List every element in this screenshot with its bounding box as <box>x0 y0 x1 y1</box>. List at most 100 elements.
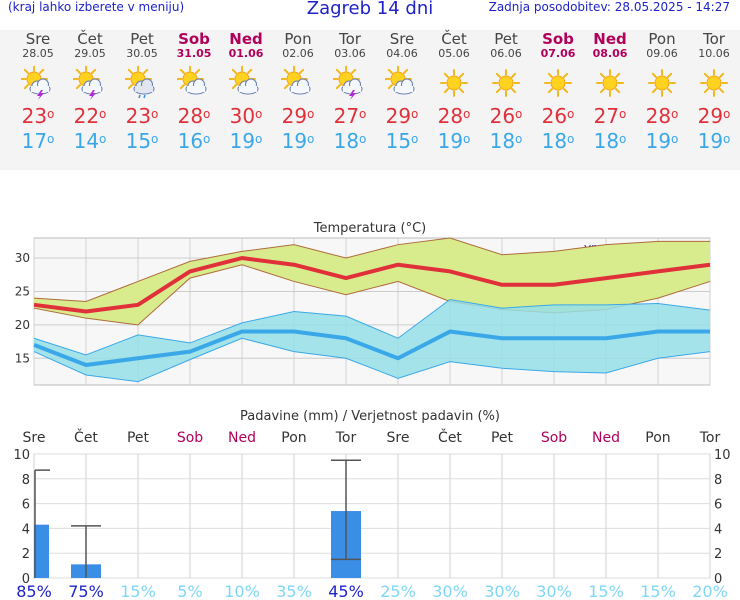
sun-cloud-icon <box>384 65 419 100</box>
precip-probability-label: 15% <box>588 582 624 600</box>
precip-plot-area <box>33 453 711 579</box>
precip-y-tick-right: 6 <box>714 498 722 513</box>
day-date: 03.06 <box>334 47 366 60</box>
day-name: Ned <box>229 30 263 48</box>
min-temperature: 19o <box>697 129 731 153</box>
max-temperature: 28o <box>437 104 471 128</box>
min-temperature: 15o <box>385 129 419 153</box>
day-name: Sre <box>389 30 415 48</box>
sun-icon <box>437 66 471 100</box>
sun-icon <box>489 66 523 100</box>
day-date: 04.06 <box>386 47 418 60</box>
precip-probability-label: 25% <box>380 582 416 600</box>
precip-day-label: Sob <box>177 430 203 446</box>
sun-cloud-thunder-icon <box>332 65 367 100</box>
day-column: Sre 28.05 23o 17o <box>12 30 64 154</box>
precip-day-label: Pon <box>281 430 306 446</box>
precip-probability-label: 5% <box>177 582 202 600</box>
precip-y-tick-right: 4 <box>714 522 722 537</box>
max-temperature: 23o <box>125 104 159 128</box>
day-date: 01.06 <box>228 47 264 60</box>
precip-y-tick-right: 2 <box>714 547 722 562</box>
temp-y-tick: 25 <box>15 284 30 298</box>
day-date: 10.06 <box>698 47 730 60</box>
min-temperature: 17o <box>21 129 55 153</box>
page-title: Zagreb 14 dni <box>306 0 434 19</box>
day-date: 05.06 <box>438 47 470 60</box>
max-temperature: 26o <box>489 104 523 128</box>
last-update-label: Zadnja posodobitev: 28.05.2025 - 14:27 <box>488 0 730 14</box>
sun-cloud-icon <box>280 65 315 100</box>
day-name: Tor <box>703 30 725 48</box>
precip-y-tick-left: 8 <box>22 473 30 488</box>
day-column: Pet 30.05 23o 15o <box>116 30 168 154</box>
min-temperature: 16o <box>177 129 211 153</box>
day-date: 06.06 <box>490 47 522 60</box>
precip-y-tick-left: 2 <box>22 547 30 562</box>
max-temperature-line <box>33 256 711 314</box>
min-temperature: 19o <box>229 129 263 153</box>
day-date: 28.05 <box>22 47 54 60</box>
max-temperature: 27o <box>593 104 627 128</box>
daily-forecast-strip: Sre 28.05 23o 17o Čet 29.05 22o 14o Pet 30.05 23o 1… <box>0 30 740 170</box>
day-date: 30.05 <box>126 47 158 60</box>
min-temperature: 19o <box>437 129 471 153</box>
temp-y-tick: 15 <box>15 351 30 365</box>
max-temperature-band <box>34 238 710 325</box>
precip-chart-title: Padavine (mm) / Verjetnost padavin (%) <box>240 409 500 424</box>
day-column: Pet 06.06 26o 18o <box>480 30 532 154</box>
precip-probability-label: 35% <box>276 582 312 600</box>
min-temperature: 15o <box>125 129 159 153</box>
precip-y-tick-left: 6 <box>22 498 30 513</box>
day-date: 07.06 <box>540 47 576 60</box>
precip-y-tick-right: 10 <box>714 448 731 463</box>
min-temperature: 18o <box>333 129 367 153</box>
precip-day-label: Tor <box>335 430 357 446</box>
day-column: Tor 03.06 27o 18o <box>324 30 376 154</box>
header-menu-hint[interactable]: (kraj lahko izberete v meniju) <box>8 0 185 14</box>
min-band-lower-edge <box>33 337 711 383</box>
day-name: Ned <box>593 30 627 48</box>
day-name: Pon <box>284 30 312 48</box>
precip-y-tick-left: 4 <box>22 522 30 537</box>
max-temperature: 29o <box>697 104 731 128</box>
precip-y-tick-right: 8 <box>714 473 722 488</box>
sun-icon <box>593 66 627 100</box>
day-name: Pon <box>648 30 676 48</box>
precip-y-tick-left: 10 <box>13 448 30 463</box>
sun-cloud-rain-icon <box>124 65 159 100</box>
max-band-upper-edge <box>33 237 710 302</box>
precip-probability-label: 30% <box>432 582 468 600</box>
sun-cloud-icon <box>176 65 211 100</box>
day-date: 08.06 <box>592 47 628 60</box>
day-column: Sre 04.06 29o 15o <box>376 30 428 154</box>
min-temperature: 18o <box>489 129 523 153</box>
precip-day-label: Čet <box>74 428 98 446</box>
max-temperature: 23o <box>21 104 55 128</box>
precip-probability-label: 30% <box>536 582 572 600</box>
max-temperature: 27o <box>333 104 367 128</box>
day-date: 31.05 <box>176 47 212 60</box>
day-name: Sob <box>542 30 574 48</box>
day-date: 09.06 <box>646 47 678 60</box>
precipitation-chart: Padavine (mm) / Verjetnost padavin (%) Sr… <box>13 409 731 600</box>
precip-probability-label: 15% <box>120 582 156 600</box>
max-temperature: 30o <box>229 104 263 128</box>
precip-day-label: Sre <box>23 430 46 446</box>
max-temperature: 29o <box>385 104 419 128</box>
precip-probability-label: 10% <box>224 582 260 600</box>
sun-icon <box>645 66 679 100</box>
temp-y-tick: 20 <box>15 318 30 332</box>
max-temperature: 29o <box>281 104 315 128</box>
precip-y-tick-left: 0 <box>22 572 30 587</box>
sun-cloud-thunder-icon <box>72 65 107 100</box>
max-temperature: 28o <box>645 104 679 128</box>
sun-icon <box>697 66 731 100</box>
day-column: Ned 01.06 30o 19o <box>220 30 272 154</box>
day-name: Čet <box>77 30 103 48</box>
day-column: Pon 02.06 29o 19o <box>272 30 324 154</box>
day-name: Čet <box>441 30 467 48</box>
precip-probability-label: 20% <box>692 582 728 600</box>
precip-probability-label: 15% <box>640 582 676 600</box>
